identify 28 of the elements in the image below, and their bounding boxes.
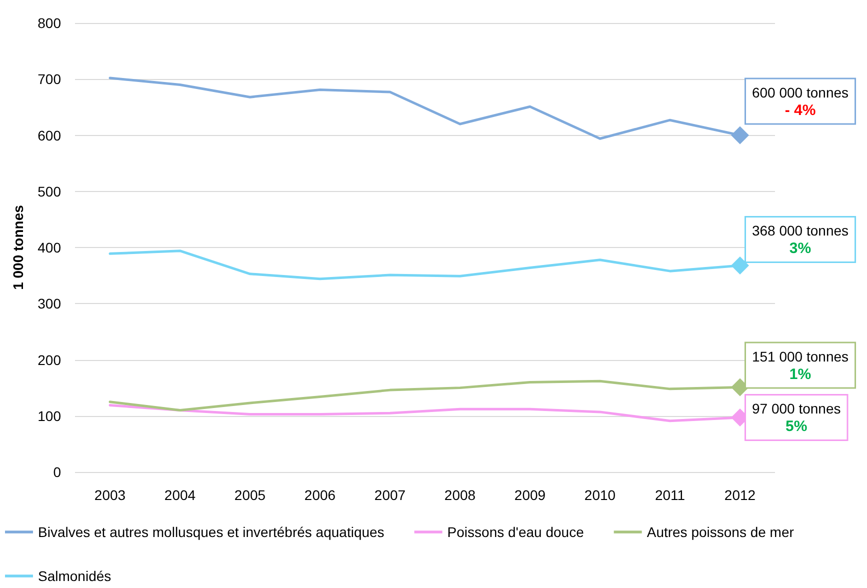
y-tick-label: 400: [38, 240, 62, 256]
x-tick-label: 2005: [234, 487, 266, 503]
legend-label: Autres poissons de mer: [646, 524, 794, 540]
y-tick-label: 600: [38, 127, 62, 144]
y-tick-label: 200: [38, 352, 62, 368]
annotation: 600 000 tonnes - 4%: [752, 84, 849, 119]
x-tick-label: 2004: [164, 487, 196, 503]
y-tick-label: 0: [53, 464, 62, 480]
y-axis-title: 1 000 tonnes: [10, 204, 26, 290]
y-tick-label: 500: [38, 183, 62, 200]
y-tick-label: 100: [38, 408, 62, 424]
annotation: 368 000 tonnes 3%: [752, 222, 849, 257]
x-tick-label: 2010: [584, 487, 616, 503]
x-tick-label: 2008: [444, 487, 476, 503]
annotation: 97 000 tonnes 5%: [752, 400, 841, 436]
y-tick-label: 300: [38, 296, 62, 312]
x-tick-label: 2007: [374, 487, 406, 503]
x-tick-label: 2011: [654, 487, 686, 503]
legend-label: Poissons d'eau douce: [447, 524, 584, 540]
legend-label: Bivalves et autres mollusques et invertébrés aquatiques: [38, 524, 384, 540]
y-tick-label: 700: [38, 71, 62, 88]
x-tick-label: 2006: [304, 487, 336, 503]
legend-label: Salmonidés: [38, 568, 112, 584]
x-tick-label: 2003: [94, 487, 126, 503]
x-tick-label: 2009: [514, 487, 546, 503]
y-tick-label: 800: [38, 15, 62, 31]
annotation: 151 000 tonnes 1%: [752, 348, 849, 383]
x-tick-label: 2012: [724, 487, 756, 503]
